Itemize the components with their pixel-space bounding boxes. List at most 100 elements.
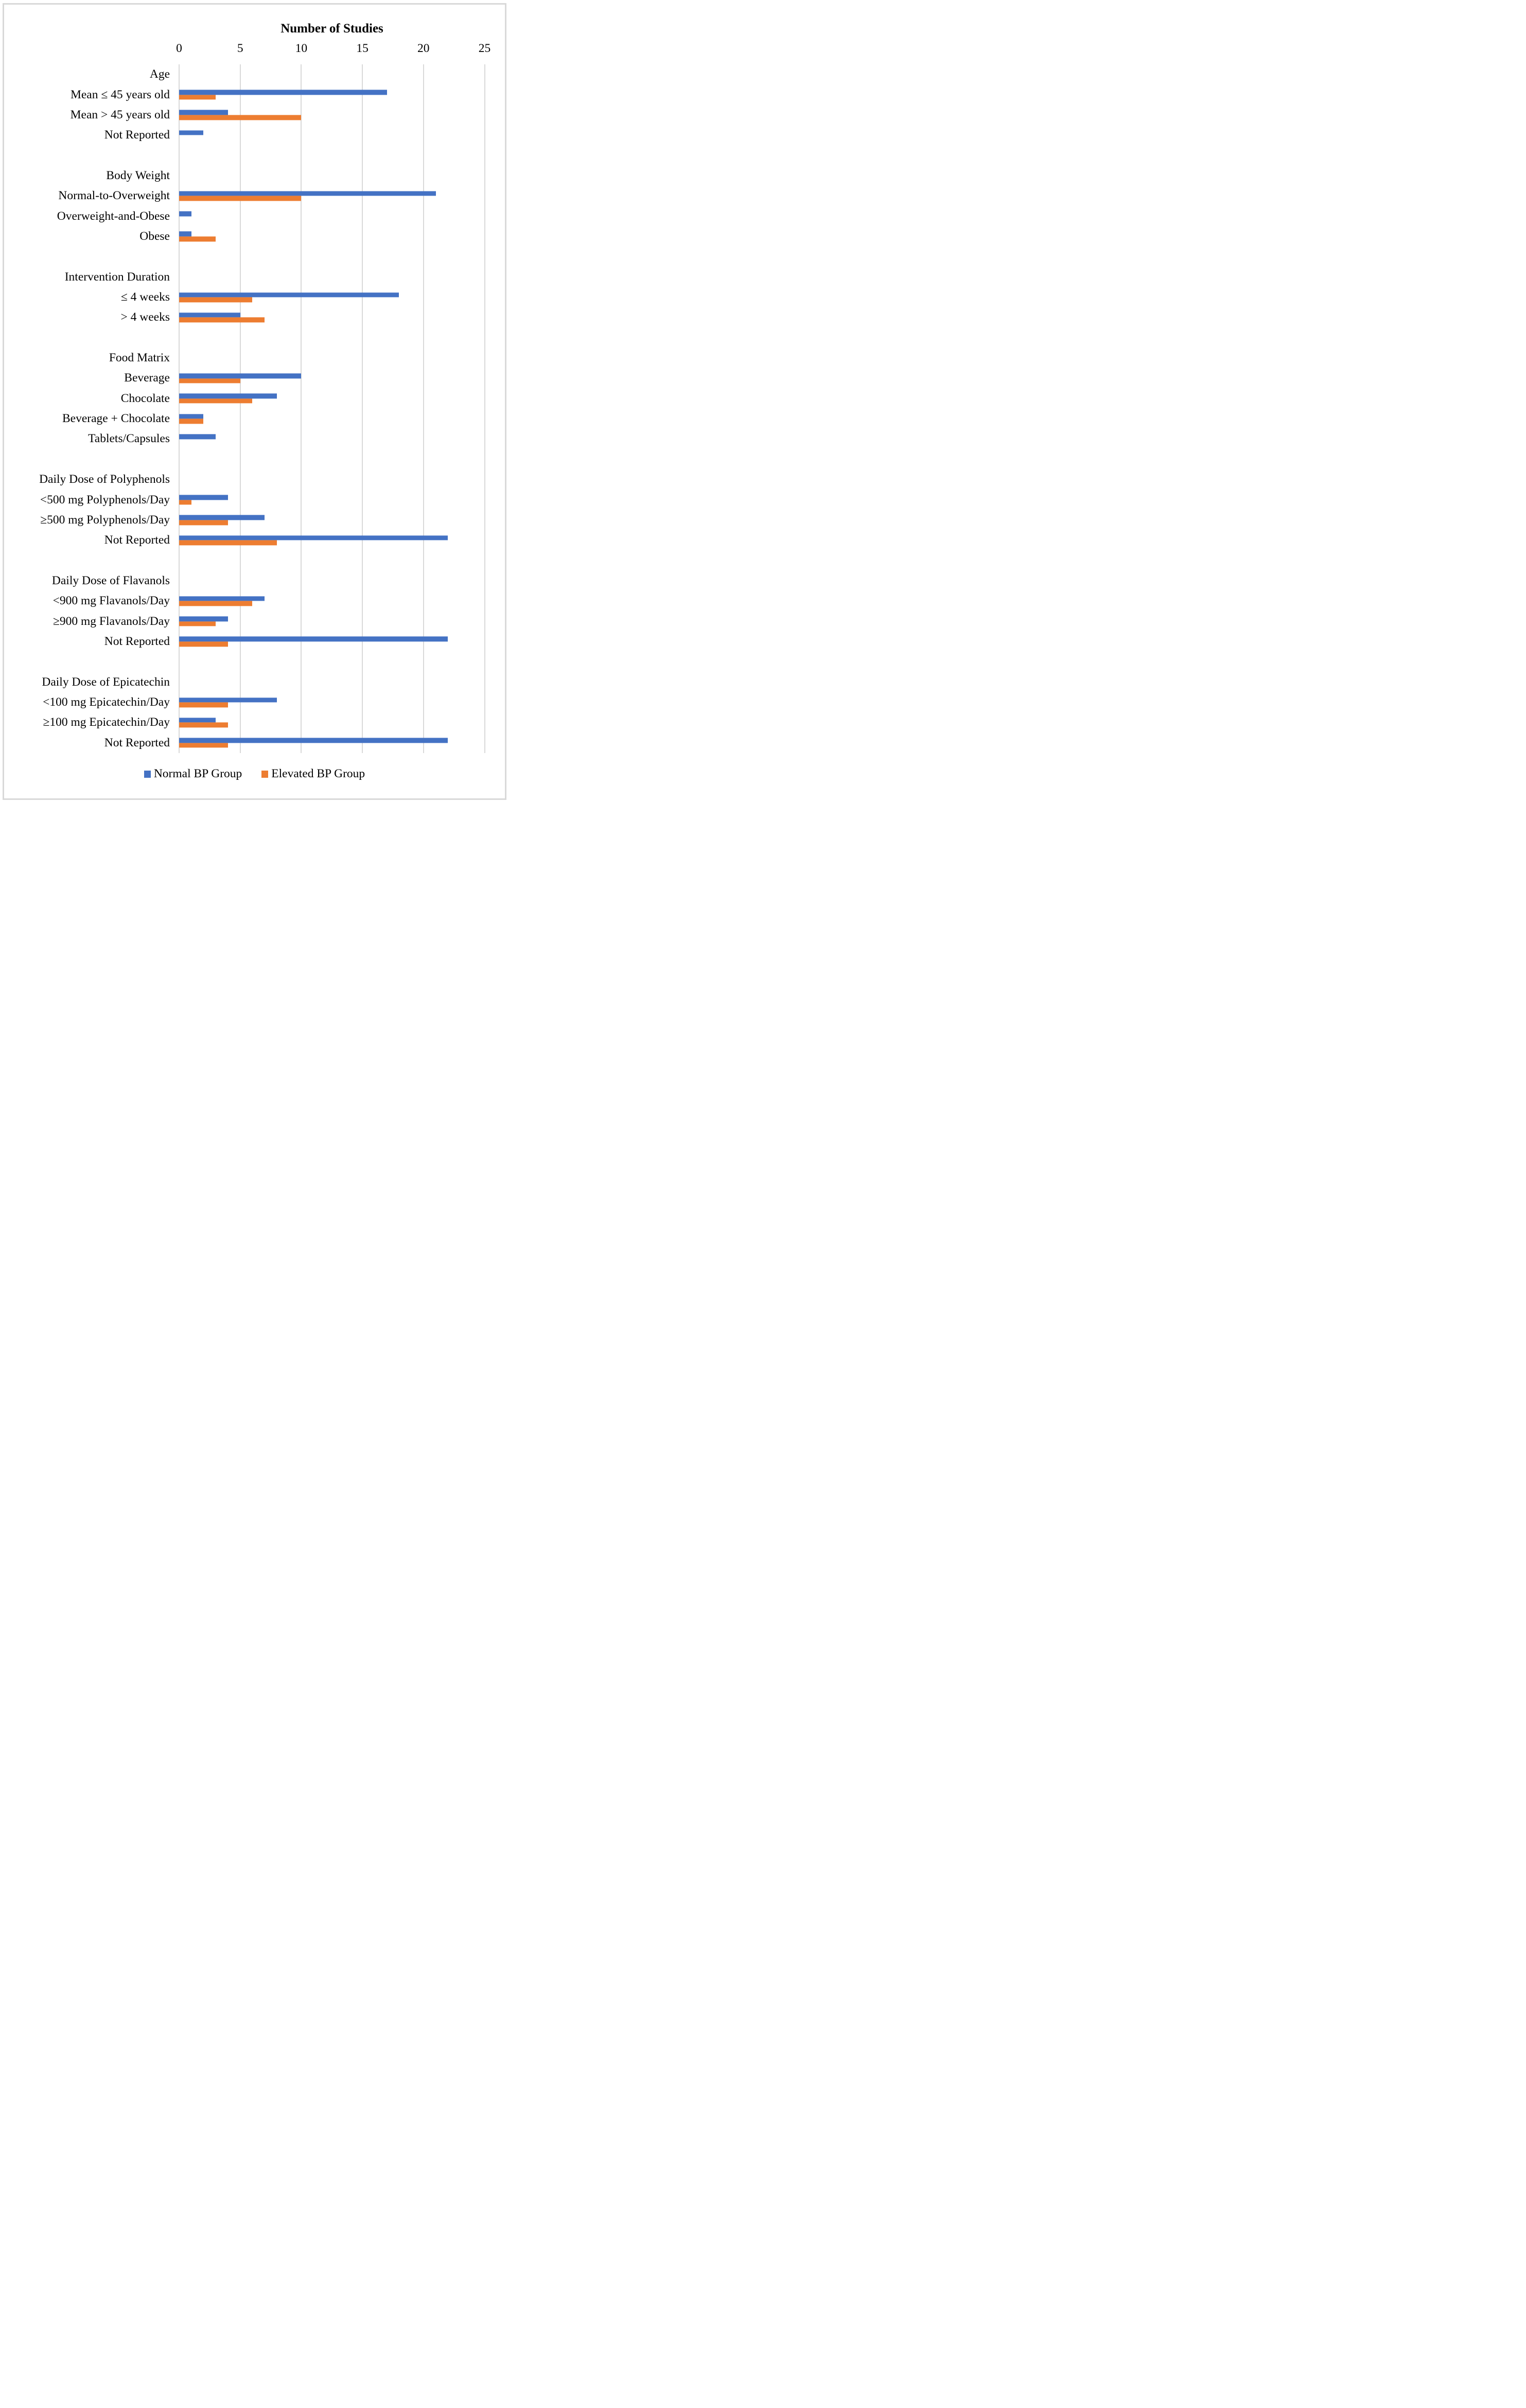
bar-pair — [179, 373, 302, 383]
bar-normal-bp-group — [179, 130, 204, 135]
category-row: Not Reported — [0, 632, 509, 652]
x-axis-tick-label: 20 — [417, 42, 430, 55]
category-row: ≤ 4 weeks — [0, 287, 509, 307]
bar-normal-bp-group — [179, 596, 265, 601]
category-row: Obese — [0, 226, 509, 247]
category-row: Daily Dose of Epicatechin — [0, 672, 509, 692]
category-row: Daily Dose of Flavanols — [0, 571, 509, 591]
category-group-label: Age — [149, 67, 170, 81]
bar-pair — [179, 515, 265, 525]
bar-pair — [179, 90, 387, 100]
bar-elevated-bp-group — [179, 236, 216, 242]
category-group-label: Food Matrix — [109, 351, 170, 365]
bar-pair — [179, 292, 399, 303]
x-axis-tick-label: 15 — [356, 42, 369, 55]
spacer-row — [0, 652, 509, 672]
category-label: Beverage + Chocolate — [62, 412, 170, 426]
bar-normal-bp-group — [179, 373, 302, 378]
spacer-row — [0, 550, 509, 570]
category-label: Tablets/Capsules — [88, 432, 170, 446]
bar-normal-bp-group — [179, 231, 191, 237]
category-label: ≥900 mg Flavanols/Day — [53, 614, 170, 628]
category-group-label: Body Weight — [106, 168, 170, 182]
bar-elevated-bp-group — [179, 722, 228, 728]
x-axis-tick-label: 0 — [176, 42, 182, 55]
chart-title: Number of Studies — [280, 22, 383, 36]
bar-pair — [179, 718, 228, 728]
bar-normal-bp-group — [179, 718, 216, 723]
category-row: > 4 weeks — [0, 307, 509, 327]
bar-normal-bp-group — [179, 414, 204, 419]
spacer-row — [0, 449, 509, 469]
category-row: Mean ≤ 45 years old — [0, 84, 509, 104]
bar-normal-bp-group — [179, 738, 448, 743]
category-label: ≥500 mg Polyphenols/Day — [40, 513, 170, 527]
bar-pair — [179, 312, 265, 323]
legend-swatch-elevated-bp-icon — [261, 770, 269, 778]
bar-normal-bp-group — [179, 211, 191, 217]
category-label: Overweight-and-Obese — [57, 209, 170, 223]
category-row: <500 mg Polyphenols/Day — [0, 490, 509, 510]
bar-elevated-bp-group — [179, 95, 216, 100]
category-label: Not Reported — [104, 736, 170, 749]
bar-elevated-bp-group — [179, 621, 216, 626]
bar-pair — [179, 495, 228, 505]
bar-pair — [179, 636, 448, 647]
bar-pair — [179, 414, 204, 424]
category-label: ≤ 4 weeks — [120, 290, 170, 304]
category-label: Obese — [139, 229, 170, 243]
category-row: Not Reported — [0, 530, 509, 550]
category-label: ≥100 mg Epicatechin/Day — [43, 716, 170, 729]
legend-swatch-normal-bp-icon — [144, 770, 151, 778]
bar-normal-bp-group — [179, 110, 228, 115]
bar-normal-bp-group — [179, 312, 240, 318]
category-row: Chocolate — [0, 389, 509, 409]
bar-normal-bp-group — [179, 535, 448, 540]
bar-pair — [179, 191, 436, 201]
category-row: Age — [0, 64, 509, 84]
category-row: Not Reported — [0, 733, 509, 753]
bar-normal-bp-group — [179, 393, 277, 399]
bar-pair — [179, 211, 191, 221]
bar-pair — [179, 130, 204, 140]
bar-pair — [179, 393, 277, 404]
category-label: Beverage — [124, 371, 170, 385]
gridline — [423, 64, 424, 753]
category-row: Tablets/Capsules — [0, 429, 509, 449]
category-row: <900 mg Flavanols/Day — [0, 591, 509, 611]
bar-elevated-bp-group — [179, 601, 253, 606]
spacer-row — [0, 145, 509, 165]
x-axis-tick-label: 25 — [478, 42, 491, 55]
bar-pair — [179, 434, 216, 444]
category-label: <100 mg Epicatechin/Day — [43, 695, 170, 709]
legend: Normal BP Group Elevated BP Group — [0, 767, 509, 781]
category-label: Not Reported — [104, 533, 170, 547]
gridline — [239, 64, 241, 753]
spacer-row — [0, 247, 509, 267]
category-row: Overweight-and-Obese — [0, 206, 509, 226]
bar-elevated-bp-group — [179, 196, 302, 201]
category-row: Normal-to-Overweight — [0, 186, 509, 206]
category-label: <500 mg Polyphenols/Day — [40, 493, 170, 507]
bar-pair — [179, 596, 265, 606]
bar-normal-bp-group — [179, 616, 228, 622]
bar-elevated-bp-group — [179, 743, 228, 748]
bar-normal-bp-group — [179, 90, 387, 95]
bar-elevated-bp-group — [179, 378, 240, 383]
category-label: Not Reported — [104, 128, 170, 142]
category-row: Beverage — [0, 368, 509, 388]
category-group-label: Daily Dose of Polyphenols — [39, 473, 170, 486]
category-label: Chocolate — [120, 391, 170, 405]
bar-elevated-bp-group — [179, 297, 253, 303]
legend-item-elevated-bp: Elevated BP Group — [261, 767, 365, 781]
bar-normal-bp-group — [179, 495, 228, 500]
legend-label-normal-bp: Normal BP Group — [153, 767, 242, 780]
category-row: ≥900 mg Flavanols/Day — [0, 611, 509, 631]
category-row: Intervention Duration — [0, 267, 509, 287]
bar-normal-bp-group — [179, 515, 265, 520]
legend-item-normal-bp: Normal BP Group — [144, 767, 242, 781]
category-rows: Age Mean ≤ 45 years old Mean > 45 years ol… — [0, 0, 509, 803]
category-row: ≥100 mg Epicatechin/Day — [0, 712, 509, 732]
bar-pair — [179, 110, 302, 120]
bar-normal-bp-group — [179, 434, 216, 439]
